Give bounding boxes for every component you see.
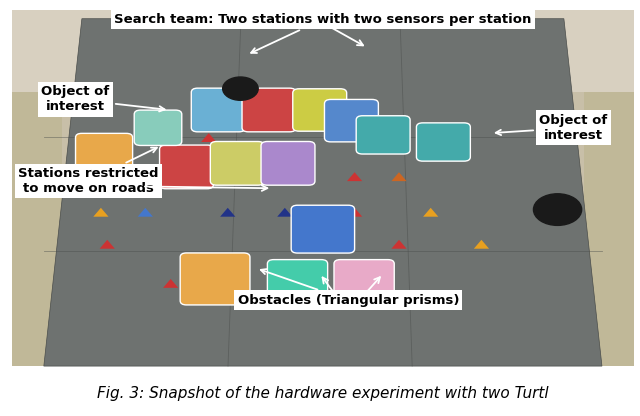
FancyBboxPatch shape — [191, 88, 245, 132]
Polygon shape — [176, 172, 191, 181]
FancyBboxPatch shape — [334, 260, 394, 305]
FancyBboxPatch shape — [12, 10, 634, 366]
Circle shape — [534, 194, 582, 225]
FancyBboxPatch shape — [134, 110, 182, 146]
Text: Object of
interest: Object of interest — [496, 114, 607, 142]
Polygon shape — [138, 208, 153, 217]
FancyBboxPatch shape — [12, 10, 634, 92]
Polygon shape — [93, 208, 109, 217]
Polygon shape — [227, 279, 242, 288]
Text: Search team: Two stations with two sensors per station: Search team: Two stations with two senso… — [114, 13, 532, 53]
FancyBboxPatch shape — [159, 145, 214, 189]
Polygon shape — [347, 208, 362, 217]
Polygon shape — [474, 240, 489, 249]
FancyBboxPatch shape — [417, 123, 470, 161]
FancyBboxPatch shape — [292, 89, 347, 131]
Polygon shape — [157, 133, 172, 142]
FancyBboxPatch shape — [211, 141, 264, 185]
FancyBboxPatch shape — [268, 260, 328, 305]
FancyBboxPatch shape — [76, 134, 132, 179]
FancyBboxPatch shape — [12, 92, 62, 366]
Polygon shape — [100, 240, 115, 249]
FancyBboxPatch shape — [584, 92, 634, 366]
Text: Object of
interest: Object of interest — [42, 85, 164, 113]
FancyBboxPatch shape — [356, 116, 410, 154]
Polygon shape — [220, 208, 236, 217]
Polygon shape — [113, 158, 127, 167]
Polygon shape — [392, 172, 406, 181]
FancyBboxPatch shape — [180, 253, 250, 305]
Polygon shape — [233, 172, 248, 181]
Polygon shape — [163, 279, 179, 288]
Text: Fig. 3: Snapshot of the hardware experiment with two Turtl: Fig. 3: Snapshot of the hardware experim… — [97, 386, 548, 401]
Polygon shape — [290, 172, 305, 181]
Circle shape — [223, 77, 258, 100]
Polygon shape — [44, 19, 602, 366]
FancyBboxPatch shape — [291, 205, 355, 253]
Text: Stations restricted
to move on roads: Stations restricted to move on roads — [18, 148, 159, 195]
Polygon shape — [347, 172, 362, 181]
Polygon shape — [392, 240, 406, 249]
Polygon shape — [201, 133, 216, 142]
FancyBboxPatch shape — [324, 99, 378, 142]
FancyBboxPatch shape — [261, 141, 315, 185]
FancyBboxPatch shape — [242, 88, 296, 132]
Text: Obstacles (Triangular prisms): Obstacles (Triangular prisms) — [237, 269, 459, 307]
Polygon shape — [423, 208, 438, 217]
Polygon shape — [277, 208, 292, 217]
